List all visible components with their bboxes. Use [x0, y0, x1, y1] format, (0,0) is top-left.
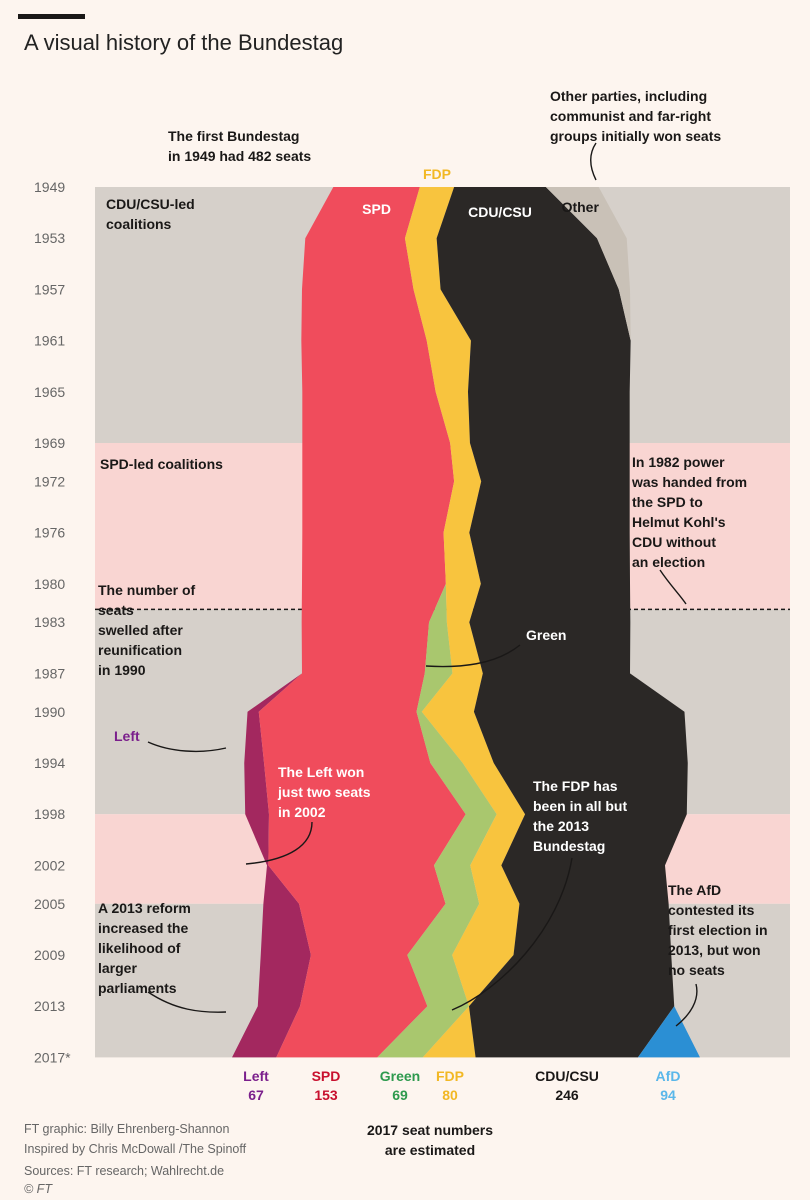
stream-fdp: [404, 187, 526, 1058]
year-tick: 1972: [34, 473, 65, 489]
annotation-green: Green: [526, 627, 567, 643]
left-arrow-icon: [147, 741, 227, 753]
annotation-other-parties: Other parties, including communist and f…: [550, 88, 722, 144]
year-tick: 2009: [34, 947, 65, 963]
final-label-name: CDU/CSU: [535, 1068, 599, 1084]
other-arrow-icon: [590, 142, 597, 181]
stream-spd: [258, 187, 466, 1058]
year-tick: 1987: [34, 665, 65, 681]
annotation-kohl: In 1982 power was handed from the SPD to…: [632, 454, 748, 570]
left2002-arrow-icon: [245, 821, 313, 865]
year-tick: 2005: [34, 896, 65, 912]
final-label-name: FDP: [436, 1068, 464, 1084]
annotation-first-bundestag: The first Bundestag in 1949 had 482 seat…: [168, 128, 312, 164]
top-label-other: Other: [562, 199, 600, 215]
annotation-spd-led: SPD-led coalitions: [100, 456, 223, 472]
final-label-value: 69: [392, 1087, 408, 1103]
year-tick: 1957: [34, 281, 65, 297]
final-label-value: 94: [660, 1087, 676, 1103]
top-label-spd: SPD: [362, 201, 391, 217]
final-label-name: SPD: [312, 1068, 341, 1084]
annotation-fdp: The FDP has been in all but the 2013 Bun…: [533, 778, 628, 854]
year-tick: 1998: [34, 806, 65, 822]
year-tick: 1953: [34, 230, 65, 246]
year-tick: 1965: [34, 384, 65, 400]
footer-copyright: © FT: [24, 1182, 52, 1196]
year-tick: 2017*: [34, 1049, 71, 1065]
year-tick: 1969: [34, 435, 65, 451]
year-tick: 2013: [34, 998, 65, 1014]
footer-inspired: Inspired by Chris McDowall /The Spinoff: [24, 1142, 247, 1156]
annotation-reform: A 2013 reform increased the likelihood o…: [98, 900, 191, 996]
final-label-name: Left: [243, 1068, 269, 1084]
footer-sources: Sources: FT research; Wahlrecht.de: [24, 1164, 225, 1178]
annotation-left-2002: The Left won just two seats in 2002: [278, 764, 371, 820]
year-tick: 1983: [34, 614, 65, 630]
year-tick: 1976: [34, 525, 65, 541]
annotation-afd: The AfD contested its first election in …: [668, 882, 768, 978]
annotation-cdu-led: CDU/CSU-led coalitions: [106, 196, 195, 232]
stream-cducsu: [436, 187, 688, 1058]
year-tick: 1990: [34, 704, 65, 720]
footer-credit: FT graphic: Billy Ehrenberg-Shannon: [24, 1122, 230, 1136]
chart-title: A visual history of the Bundestag: [24, 30, 344, 55]
top-label-cdu: CDU/CSU: [468, 204, 532, 220]
final-label-value: 246: [555, 1087, 579, 1103]
top-label-fdp: FDP: [423, 166, 451, 182]
year-tick: 2002: [34, 857, 65, 873]
year-tick: 1949: [34, 179, 65, 195]
annotation-seats-swelled: The number of seats swelled after reunif…: [98, 582, 196, 678]
final-label-value: 80: [442, 1087, 458, 1103]
year-tick: 1980: [34, 576, 65, 592]
green-arrow-icon: [425, 644, 521, 668]
afd-arrow-icon: [675, 983, 698, 1027]
final-label-name: Green: [380, 1068, 420, 1084]
fdp-arrow-icon: [451, 857, 573, 1011]
footer-note: 2017 seat numbers are estimated: [366, 1122, 494, 1158]
final-label-value: 153: [314, 1087, 338, 1103]
stream-left: [232, 187, 334, 1058]
year-tick: 1961: [34, 333, 65, 349]
annotation-left: Left: [114, 728, 140, 744]
reform-arrow-icon: [147, 991, 227, 1013]
final-label-value: 67: [248, 1087, 264, 1103]
year-tick: 1994: [34, 755, 65, 771]
kohl-arrow-icon: [659, 569, 687, 605]
title-rule: [18, 14, 85, 19]
stream-green: [377, 187, 497, 1058]
final-label-name: AfD: [656, 1068, 681, 1084]
